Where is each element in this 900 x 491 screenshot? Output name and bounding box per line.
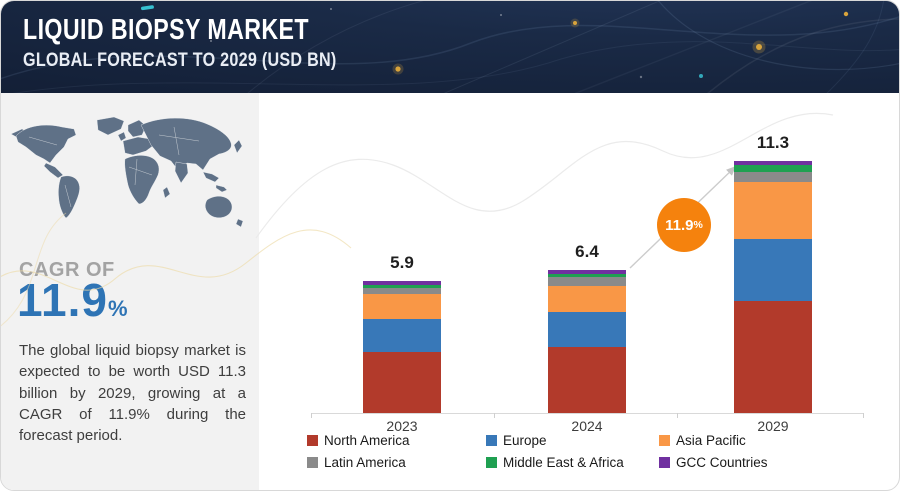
bar-total-label: 6.4 [575, 242, 599, 262]
bar-segment-europe [363, 319, 441, 352]
cagr-callout-badge: 11.9% [657, 198, 711, 252]
legend-swatch [659, 457, 670, 468]
bar-segment-latin-america [734, 171, 812, 182]
x-axis-label-2024: 2024 [571, 418, 603, 434]
legend-item-asia-pacific: Asia Pacific [659, 433, 746, 448]
bar-segment-gcc-countries [363, 281, 441, 286]
bar-segment-middle-east-africa [363, 285, 441, 289]
world-map-graphic [10, 116, 244, 228]
callout-percent-sign: % [693, 219, 703, 231]
legend-swatch [486, 457, 497, 468]
legend-label: GCC Countries [676, 455, 768, 470]
bar-total-label: 11.3 [756, 133, 790, 152]
bar-segment-north-america [548, 347, 626, 413]
legend-label: Latin America [324, 455, 406, 470]
cagr-percent-sign: % [108, 296, 128, 321]
header-banner: LIQUID BIOPSY MARKET GLOBAL FORECAST TO … [1, 1, 899, 93]
bar-2023 [363, 281, 441, 413]
x-axis-tick [677, 413, 678, 418]
bar-segment-gcc-countries [548, 270, 626, 274]
legend-item-gcc-countries: GCC Countries [659, 455, 768, 470]
bar-segment-europe [548, 311, 626, 348]
bar-segment-north-america [363, 351, 441, 413]
bar-2024 [548, 270, 626, 413]
page-title: LIQUID BIOPSY MARKET [23, 14, 309, 46]
bar-segment-asia-pacific [734, 181, 812, 239]
legend-swatch [307, 457, 318, 468]
legend-item-middle-east-africa: Middle East & Africa [486, 455, 624, 470]
bar-2029 [734, 161, 812, 413]
legend-item-latin-america: Latin America [307, 455, 406, 470]
callout-value: 11.9 [665, 216, 694, 234]
x-axis-label-2023: 2023 [386, 418, 418, 434]
bar-segment-asia-pacific [363, 294, 441, 320]
bar-segment-europe [734, 238, 812, 302]
bar-segment-asia-pacific [548, 285, 626, 312]
bar-segment-latin-america [548, 276, 626, 286]
legend-swatch [486, 435, 497, 446]
legend-label: Asia Pacific [676, 433, 746, 448]
x-axis-label-2029: 2029 [757, 418, 789, 434]
network-lines-decoration [1, 1, 899, 93]
market-summary-text: The global liquid biopsy market is expec… [19, 342, 246, 445]
x-axis-tick [494, 413, 495, 418]
bar-segment-latin-america [363, 288, 441, 295]
legend-swatch [659, 435, 670, 446]
legend-label: North America [324, 433, 410, 448]
legend-label: Europe [503, 433, 547, 448]
x-axis-tick [311, 413, 312, 418]
x-axis-line [311, 413, 863, 414]
bar-total-label: 5.9 [390, 253, 414, 273]
page-subtitle: GLOBAL FORECAST TO 2029 (USD BN) [23, 50, 337, 71]
legend-item-north-america: North America [307, 433, 410, 448]
bar-segment-north-america [734, 301, 812, 413]
bar-segment-middle-east-africa [548, 273, 626, 277]
legend-item-europe: Europe [486, 433, 547, 448]
legend-swatch [307, 435, 318, 446]
legend-label: Middle East & Africa [503, 455, 624, 470]
x-axis-tick [863, 413, 864, 418]
